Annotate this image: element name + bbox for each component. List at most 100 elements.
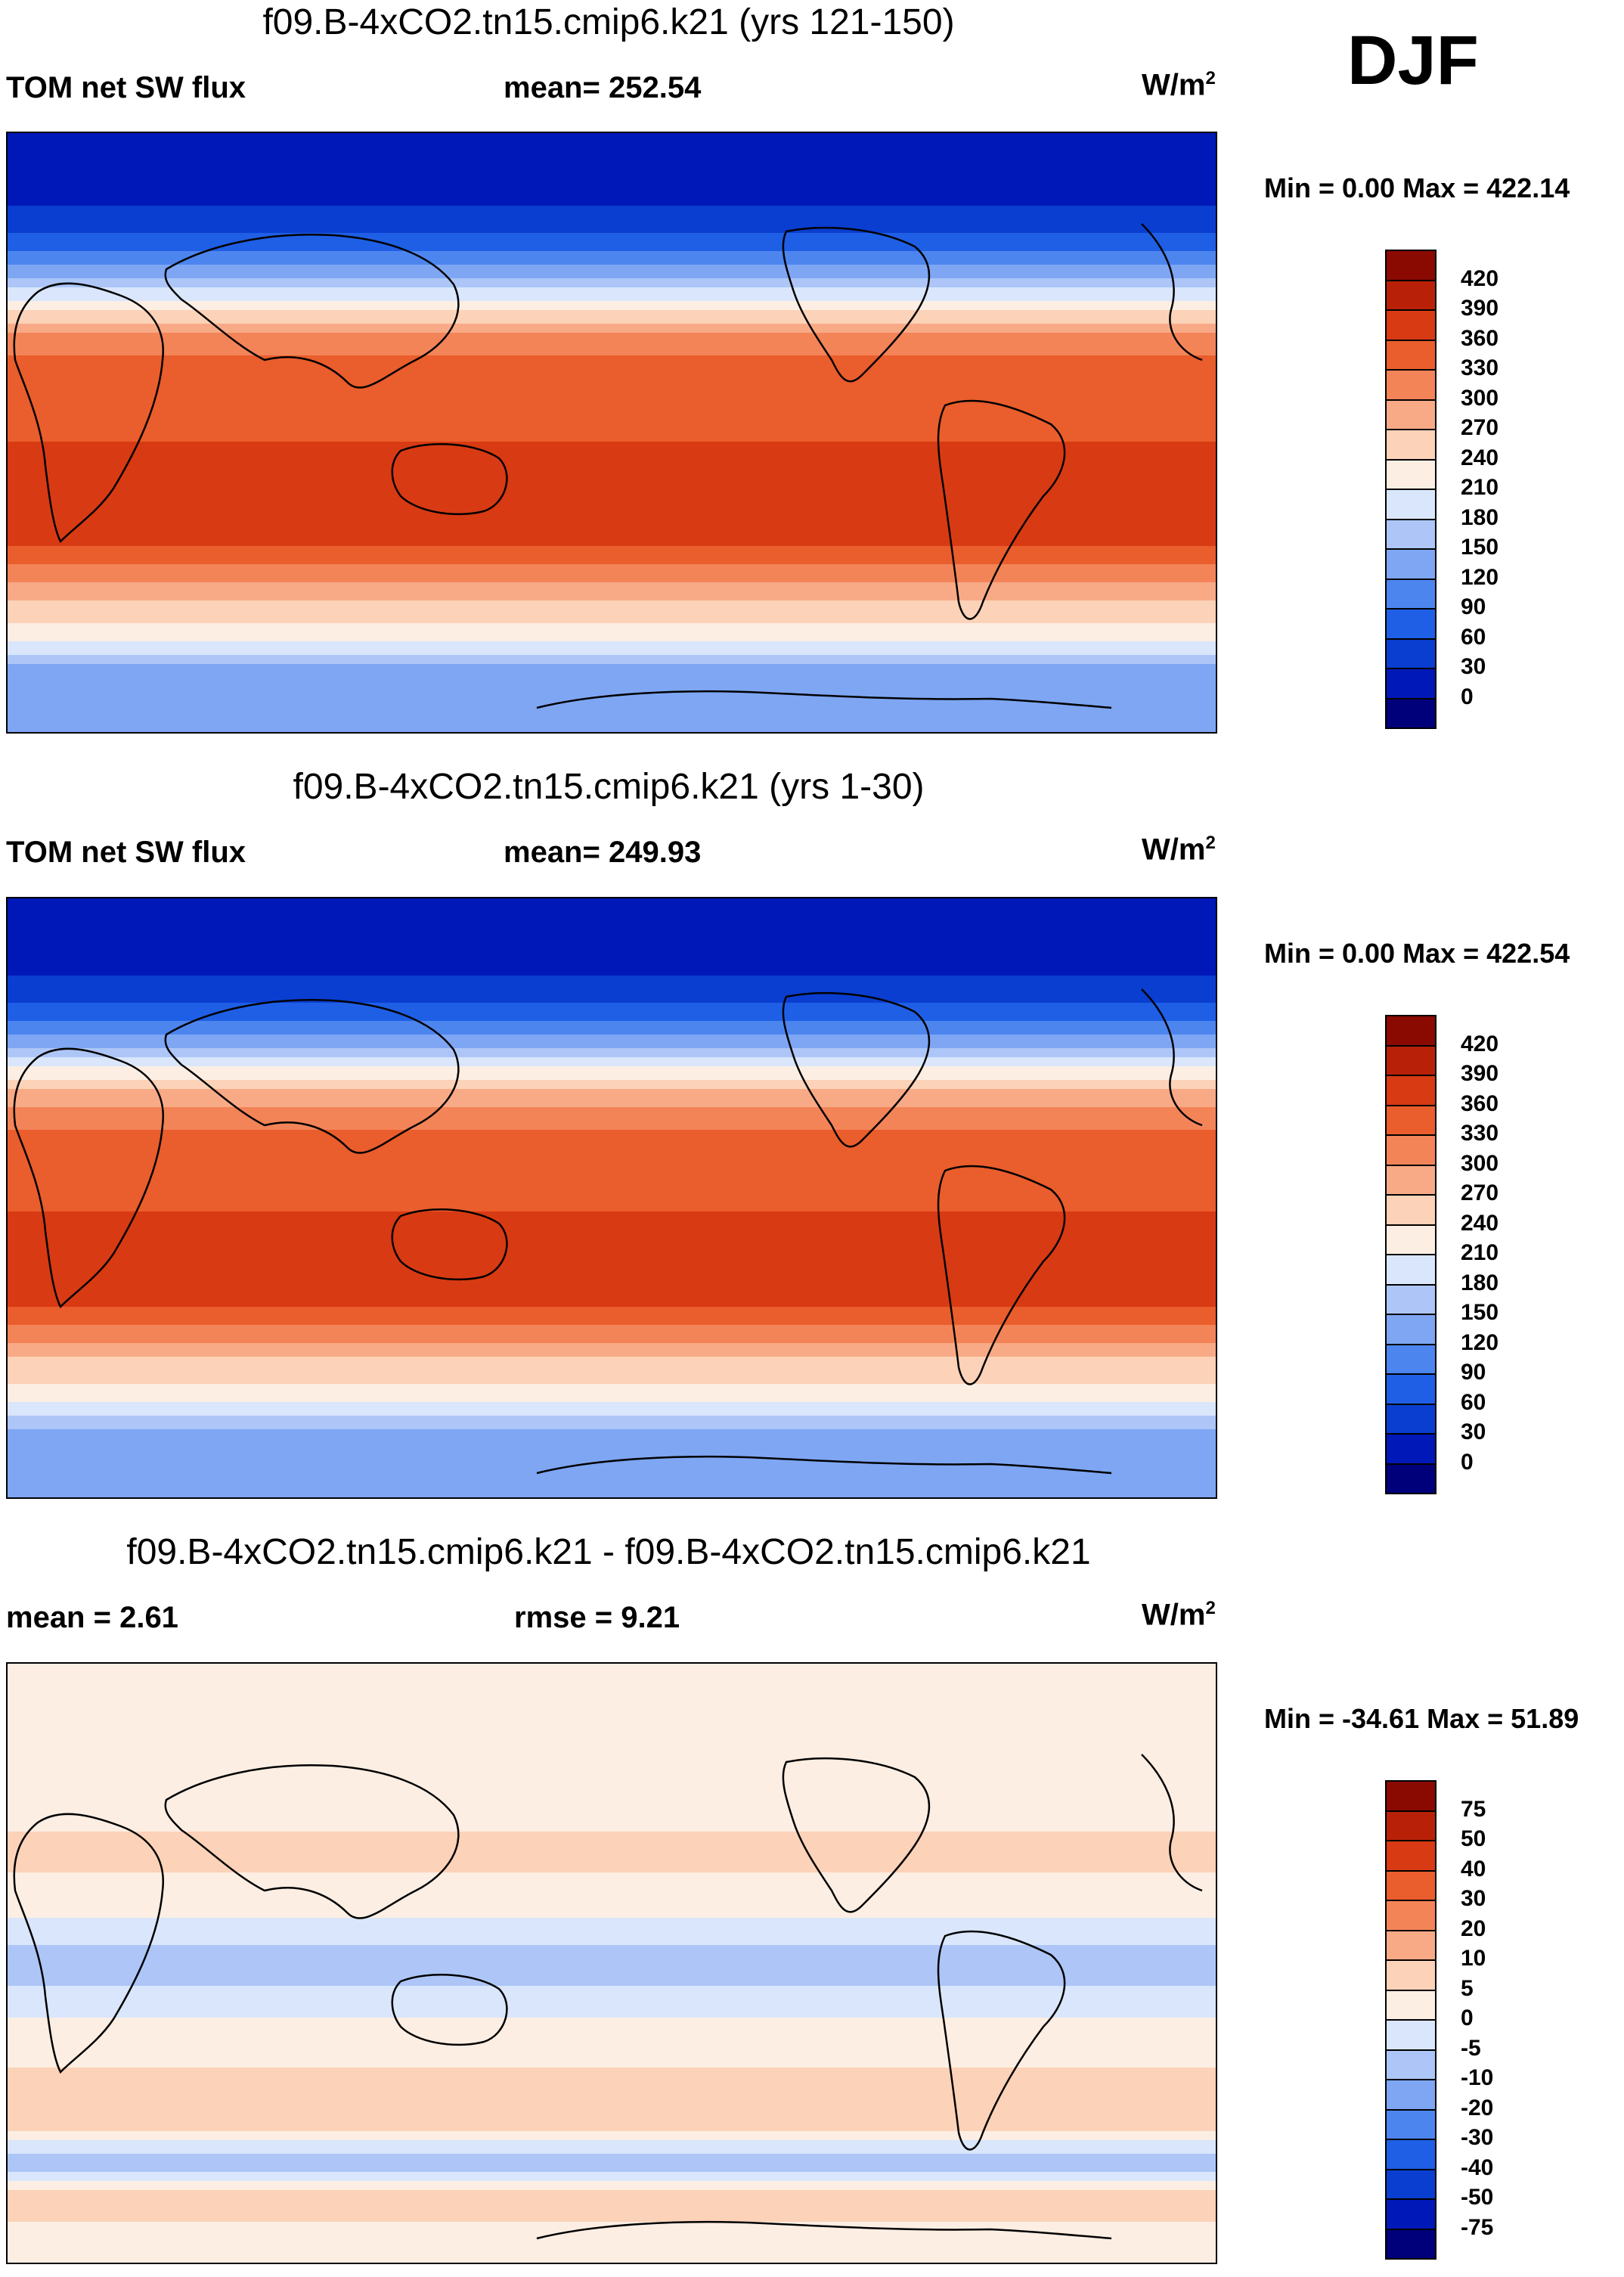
zonal-band xyxy=(8,1682,1216,1687)
zonal-band xyxy=(8,655,1216,660)
zonal-band xyxy=(8,569,1216,574)
zonal-band xyxy=(8,573,1216,579)
colorbar-tick-label: -5 xyxy=(1461,2035,1481,2061)
zonal-band xyxy=(8,1098,1216,1103)
zonal-band xyxy=(8,1325,1216,1330)
zonal-band xyxy=(8,1759,1216,1764)
coastline xyxy=(782,226,931,383)
zonal-band xyxy=(8,423,1216,429)
zonal-band xyxy=(8,939,1216,945)
zonal-band xyxy=(8,442,1216,447)
colorbar-box xyxy=(1385,339,1436,371)
zonal-band xyxy=(8,473,1216,479)
zonal-band xyxy=(8,1868,1216,1873)
zonal-band xyxy=(8,1438,1216,1444)
coastline xyxy=(536,2220,1112,2240)
colorbar-tick-label: 420 xyxy=(1461,265,1499,291)
zonal-band xyxy=(8,957,1216,963)
zonal-band xyxy=(8,446,1216,451)
zonal-band xyxy=(8,147,1216,152)
zonal-band xyxy=(8,1429,1216,1435)
zonal-band xyxy=(8,1012,1216,1017)
zonal-band xyxy=(8,2063,1216,2068)
zonal-band xyxy=(8,1741,1216,1746)
zonal-band xyxy=(8,2099,1216,2105)
zonal-band xyxy=(8,605,1216,610)
coastline xyxy=(937,399,1066,620)
colorbar-box xyxy=(1385,1373,1436,1405)
zonal-band xyxy=(8,2131,1216,2136)
zonal-band xyxy=(8,1075,1216,1081)
colorbar-box xyxy=(1385,2168,1436,2200)
zonal-band xyxy=(8,1080,1216,1085)
coastline xyxy=(391,1208,508,1281)
zonal-band xyxy=(8,1886,1216,1891)
zonal-band xyxy=(8,287,1216,293)
zonal-band xyxy=(8,1016,1216,1022)
zonal-band xyxy=(8,1872,1216,1878)
zonal-band xyxy=(8,696,1216,701)
zonal-band xyxy=(8,278,1216,284)
zonal-band xyxy=(8,1863,1216,1869)
zonal-band xyxy=(8,1393,1216,1398)
zonal-band xyxy=(8,976,1216,981)
zonal-band xyxy=(8,1950,1216,1955)
zonal-band xyxy=(8,2022,1216,2027)
zonal-band xyxy=(8,333,1216,338)
zonal-band xyxy=(8,251,1216,256)
zonal-band xyxy=(8,265,1216,270)
zonal-band xyxy=(8,2244,1216,2250)
zonal-band xyxy=(8,1705,1216,1710)
zonal-band xyxy=(8,2140,1216,2145)
colorbar-box xyxy=(1385,1900,1436,1931)
zonal-band xyxy=(8,1981,1216,1987)
colorbar-box xyxy=(1385,1314,1436,1345)
zonal-band xyxy=(8,410,1216,415)
zonal-band xyxy=(8,1484,1216,1489)
zonal-band xyxy=(8,324,1216,329)
zonal-band xyxy=(8,210,1216,216)
zonal-band xyxy=(8,2031,1216,2037)
colorbar-tick-label: -10 xyxy=(1461,2065,1494,2090)
zonal-band xyxy=(8,637,1216,642)
zonal-band xyxy=(8,1162,1216,1167)
zonal-band xyxy=(8,351,1216,356)
colorbar-tick-label: -30 xyxy=(1461,2125,1494,2150)
zonal-band xyxy=(8,365,1216,370)
colorbar-box xyxy=(1385,399,1436,430)
zonal-band xyxy=(8,401,1216,406)
zonal-band xyxy=(8,700,1216,706)
zonal-band xyxy=(8,2185,1216,2191)
zonal-band xyxy=(8,1470,1216,1475)
zonal-band xyxy=(8,1084,1216,1090)
zonal-band xyxy=(8,1732,1216,1737)
colorbar-box xyxy=(1385,1283,1436,1315)
zonal-band xyxy=(8,138,1216,143)
zonal-band xyxy=(8,1475,1216,1480)
zonal-band xyxy=(8,2072,1216,2077)
zonal-band xyxy=(8,1813,1216,1819)
zonal-band xyxy=(8,1895,1216,1900)
colorbar-box xyxy=(1385,1343,1436,1375)
zonal-band xyxy=(8,1918,1216,1923)
zonal-band xyxy=(8,1922,1216,1928)
zonal-band xyxy=(8,2163,1216,2168)
zonal-band xyxy=(8,1375,1216,1380)
zonal-band xyxy=(8,2117,1216,2123)
zonal-band xyxy=(8,1452,1216,1457)
zonal-band xyxy=(8,2009,1216,2014)
zonal-band xyxy=(8,1927,1216,1932)
zonal-band xyxy=(8,2040,1216,2046)
colorbar-box xyxy=(1385,1224,1436,1255)
zonal-band xyxy=(8,1931,1216,1937)
zonal-band xyxy=(8,1366,1216,1371)
zonal-band xyxy=(8,233,1216,238)
zonal-band xyxy=(8,1379,1216,1385)
zonal-band xyxy=(8,682,1216,687)
zonal-band xyxy=(8,383,1216,388)
zonal-band xyxy=(8,578,1216,583)
zonal-band xyxy=(8,496,1216,501)
zonal-band xyxy=(8,1257,1216,1262)
zonal-band xyxy=(8,966,1216,972)
colorbar-tick-label: 300 xyxy=(1461,1150,1499,1176)
